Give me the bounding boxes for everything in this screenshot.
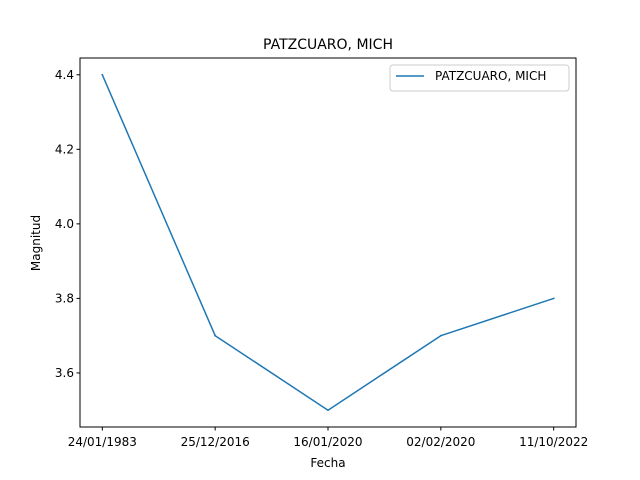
y-tick-label: 4.0 [55,217,74,231]
x-tick-label: 25/12/2016 [181,435,250,449]
y-axis-label: Magnitud [29,215,43,271]
data-point [101,73,104,76]
series-lines [101,73,555,412]
data-point [552,297,555,300]
y-tick-label: 3.8 [55,291,74,305]
x-tick-label: 02/02/2020 [406,435,475,449]
legend: PATZCUARO, MICH [389,64,570,92]
x-tick-label: 24/01/1983 [68,435,137,449]
legend-label: PATZCUARO, MICH [435,69,546,83]
data-point [214,334,217,337]
x-tick-label: 16/01/2020 [293,435,362,449]
y-tick-label: 4.4 [55,68,74,82]
x-axis-label: Fecha [310,456,345,470]
x-tick-label: 11/10/2022 [519,435,588,449]
x-axis-ticks: 24/01/1983 25/12/2016 16/01/2020 02/02/2020… [68,427,588,449]
y-tick-label: 4.2 [55,142,74,156]
plot-area [80,58,576,427]
data-point [327,409,329,412]
plot-frame [79,57,577,428]
y-axis-ticks: 3.6 3.8 4.0 4.2 4.4 [55,68,80,380]
legend-box [389,64,570,92]
chart-title: PATZCUARO, MICH [263,37,393,53]
data-point [439,334,442,337]
y-tick-label: 3.6 [55,366,74,380]
